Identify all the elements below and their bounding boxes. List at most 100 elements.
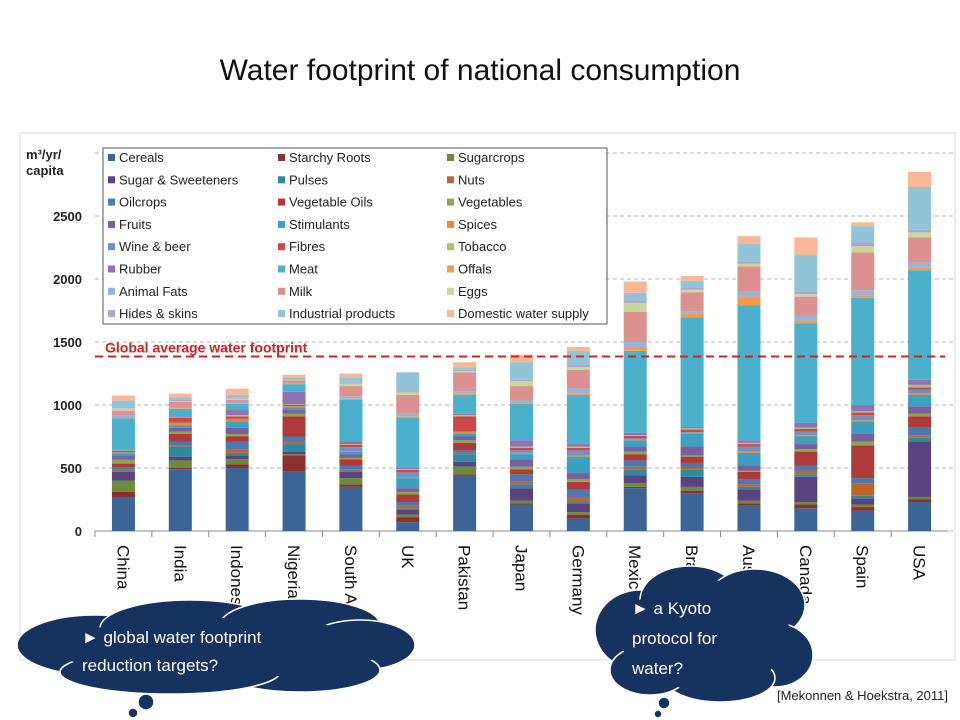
bar-segment (339, 399, 363, 442)
bar-segment (225, 415, 249, 417)
bar-segment (282, 416, 306, 437)
bar-segment (623, 466, 647, 470)
bar-segment (623, 446, 647, 452)
bar-segment (680, 275, 704, 281)
bar-segment (111, 496, 135, 531)
bar-segment (225, 410, 249, 416)
bar-segment (737, 452, 761, 466)
bar-segment (453, 413, 477, 416)
bar-segment (737, 263, 761, 267)
bar-segment (453, 450, 477, 453)
legend-swatch (278, 287, 285, 295)
bar-segment (453, 440, 477, 443)
bar-segment (282, 377, 306, 379)
bar-segment (111, 410, 135, 416)
bar-segment (168, 460, 192, 468)
bar-segment (680, 433, 704, 447)
bar-segment (111, 408, 135, 409)
bar-segment (623, 350, 647, 433)
legend-label: Hides & skins (119, 306, 198, 321)
legend-swatch (278, 243, 285, 251)
bar-segment (737, 236, 761, 244)
bar-segment (225, 449, 249, 453)
legend-swatch (447, 310, 454, 318)
legend-label: Animal Fats (119, 284, 188, 299)
legend-label: Nuts (458, 172, 485, 187)
bar-segment (396, 491, 420, 495)
legend-swatch (447, 198, 454, 206)
bar-segment (396, 502, 420, 506)
bar-segment (566, 455, 590, 457)
bar-segment (168, 401, 192, 402)
legend-swatch (278, 176, 285, 184)
bar-segment (111, 418, 135, 450)
bar-segment (566, 347, 590, 351)
bar-segment (623, 300, 647, 303)
bar-segment (225, 416, 249, 419)
bar-segment (566, 481, 590, 490)
legend-label: Domestic water supply (458, 306, 589, 321)
bar-segment (168, 431, 192, 434)
bar-segment (510, 440, 533, 447)
bar-segment (794, 323, 818, 423)
bar-segment (339, 398, 363, 400)
bar-segment (339, 471, 363, 479)
bar-segment (510, 402, 533, 404)
legend-swatch (278, 310, 285, 318)
bar-segment (168, 416, 192, 418)
bar-segment (282, 382, 306, 384)
bar-segment (908, 496, 932, 500)
bar-segment (737, 444, 761, 447)
bar-segment (908, 237, 932, 263)
bar-segment (851, 495, 875, 499)
bar-segment (623, 311, 647, 342)
x-tick-label: UK (398, 545, 417, 569)
bar-segment (396, 391, 420, 393)
bar-segment (510, 500, 533, 504)
bar-segment (339, 441, 363, 445)
bar-segment (225, 436, 249, 442)
bar-segment (339, 457, 363, 460)
bar-segment (339, 470, 363, 472)
bar-segment (566, 518, 590, 531)
bar-segment (453, 394, 477, 414)
legend-swatch (108, 154, 115, 161)
bar-segment (737, 296, 761, 306)
bar-segment (623, 435, 647, 436)
y-tick-label: 1000 (53, 398, 82, 413)
bar-segment (453, 391, 477, 394)
bar-segment (282, 444, 306, 452)
bar-segment (794, 255, 818, 292)
bar-segment (225, 399, 249, 403)
bar-segment (282, 383, 306, 385)
bar-segment (794, 431, 818, 436)
bar-segment (339, 383, 363, 387)
bar-segment (396, 417, 420, 468)
bar-segment (396, 413, 420, 417)
bar-segment (623, 432, 647, 436)
legend-label: Rubber (119, 262, 162, 277)
legend-label: Vegetable Oils (289, 195, 373, 210)
legend-label: Sugarcrops (458, 150, 525, 165)
cloud-left (16, 598, 416, 719)
bar-segment (111, 449, 135, 451)
bar-segment (396, 392, 420, 395)
bar-segment (566, 496, 590, 503)
bar-segment (566, 456, 590, 474)
bar-segment (908, 427, 932, 436)
x-tick-label: Spain (853, 545, 872, 588)
bar-segment (282, 405, 306, 407)
bar-segment (111, 453, 135, 457)
bar-segment (168, 417, 192, 423)
bar-segment (396, 469, 420, 470)
legend-swatch (278, 154, 285, 161)
bar-segment (510, 454, 533, 460)
bar-segment (680, 486, 704, 491)
bar-segment (737, 471, 761, 480)
bar-segment (168, 446, 192, 457)
x-tick-label: Pakistan (455, 545, 474, 610)
bar-segment (566, 394, 590, 445)
bar-segment (339, 451, 363, 455)
bar-segment (737, 465, 761, 471)
bar-segment (510, 459, 533, 467)
